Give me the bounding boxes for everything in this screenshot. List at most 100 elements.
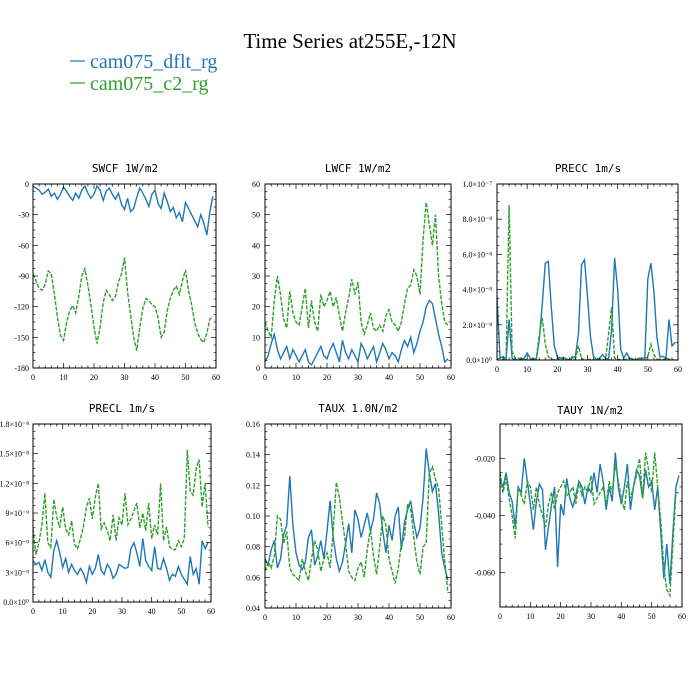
- y-tick-label: 50: [252, 211, 260, 220]
- plot-frame: [496, 183, 679, 361]
- y-tick-label: 6.0×10⁻⁸: [462, 250, 492, 259]
- y-tick-label: -0.060: [474, 569, 495, 578]
- x-tick-label: 40: [385, 373, 393, 382]
- y-tick-label: 0.0×10⁰: [466, 356, 492, 365]
- x-tick-label: 20: [90, 373, 98, 382]
- legend: cam075_dflt_rg cam075_c2_rg: [70, 51, 217, 95]
- panel-3: PRECC 1m/s 0 10 20 30 40 50 60 0.0×10⁰ 2.0×10⁻⁸ 4.…: [462, 162, 682, 374]
- panel-title: PRECL 1m/s: [89, 402, 155, 415]
- x-tick-label: 60: [678, 612, 686, 621]
- series-line-c2: [265, 464, 449, 593]
- x-tick-label: 0: [498, 612, 502, 621]
- x-tick-label: 20: [323, 613, 331, 622]
- x-tick-label: 10: [60, 373, 68, 382]
- series-line-c2: [265, 202, 449, 340]
- x-tick-label: 50: [182, 373, 190, 382]
- y-tick-label: 1.5×10⁻⁸: [0, 450, 29, 459]
- x-tick-label: 30: [584, 365, 592, 374]
- x-tick-label: 20: [323, 373, 331, 382]
- y-tick-label: 3×10⁻⁹: [5, 568, 29, 577]
- x-tick-label: 10: [526, 612, 534, 621]
- y-tick-label: 0.12: [246, 481, 260, 490]
- series-line-dflt: [265, 299, 449, 367]
- y-tick-label: 1.8×10⁻⁸: [0, 420, 29, 429]
- y-tick-label: -180: [14, 364, 29, 373]
- panel-title: TAUY 1N/m2: [557, 404, 623, 417]
- y-tick-label: 0: [256, 364, 260, 373]
- x-tick-label: 0: [495, 365, 499, 374]
- x-tick-label: 0: [31, 373, 35, 382]
- x-tick-label: 30: [587, 612, 595, 621]
- y-tick-label: -120: [14, 303, 29, 312]
- panel-title: PRECC 1m/s: [555, 162, 621, 175]
- y-tick-label: -150: [14, 333, 29, 342]
- y-tick-label: 4.0×10⁻⁸: [462, 286, 492, 295]
- x-tick-label: 60: [674, 365, 682, 374]
- y-tick-label: 0.16: [246, 420, 260, 429]
- y-tick-label: 0.08: [246, 543, 260, 552]
- y-tick-label: 6×10⁻⁹: [5, 539, 29, 548]
- series-line-c2: [500, 452, 679, 599]
- x-tick-label: 40: [151, 373, 159, 382]
- panel-2: LWCF 1W/m2 0 10 20 30 40 50 60 0 10 20 30 40 50 60: [252, 162, 455, 382]
- x-tick-label: 20: [88, 607, 96, 616]
- series-line-dflt: [497, 257, 676, 360]
- x-tick-label: 40: [614, 365, 622, 374]
- y-tick-label: 8.0×10⁻⁸: [462, 215, 492, 224]
- series-line-dflt: [500, 452, 680, 585]
- x-tick-label: 50: [416, 373, 424, 382]
- series-line-c2: [33, 449, 209, 555]
- y-tick-label: 9×10⁻⁹: [5, 509, 29, 518]
- x-tick-label: 20: [553, 365, 561, 374]
- y-tick-label: 0.10: [246, 512, 260, 521]
- x-tick-label: 30: [354, 373, 362, 382]
- y-tick-label: -60: [18, 241, 29, 250]
- x-tick-label: 30: [121, 373, 129, 382]
- y-tick-label: 0.0×10⁰: [3, 598, 29, 607]
- series-line-c2: [33, 257, 214, 351]
- y-tick-label: 60: [252, 180, 260, 189]
- series-line-dflt: [33, 538, 209, 587]
- x-tick-label: 40: [148, 607, 156, 616]
- y-tick-label: 0: [25, 180, 29, 189]
- x-tick-label: 60: [447, 373, 455, 382]
- x-tick-label: 60: [447, 613, 455, 622]
- y-tick-label: 2.0×10⁻⁸: [462, 321, 492, 330]
- x-tick-label: 30: [118, 607, 126, 616]
- x-tick-label: 0: [31, 607, 35, 616]
- panel-title: TAUX 1.0N/m2: [318, 402, 397, 415]
- x-tick-label: 60: [212, 373, 220, 382]
- y-tick-label: 30: [252, 272, 260, 281]
- legend-label-c2: cam075_c2_rg: [90, 73, 209, 95]
- legend-label-dflt: cam075_dflt_rg: [90, 51, 217, 73]
- panel-1: SWCF 1W/m2 0 10 20 30 40 50 60 -180 -150 -120 -90 -6…: [14, 162, 220, 382]
- x-tick-label: 40: [617, 612, 625, 621]
- x-tick-label: 0: [263, 613, 267, 622]
- figure-title: Time Series at255E,-12N: [243, 29, 456, 53]
- x-tick-label: 10: [523, 365, 531, 374]
- x-tick-label: 50: [648, 612, 656, 621]
- y-tick-label: 0.04: [246, 604, 260, 613]
- y-tick-label: 20: [252, 303, 260, 312]
- panel-title: SWCF 1W/m2: [92, 162, 158, 175]
- series-line-dflt: [33, 184, 214, 236]
- y-tick-label: 1.2×10⁻⁸: [0, 479, 29, 488]
- x-tick-label: 30: [354, 613, 362, 622]
- x-tick-label: 10: [292, 613, 300, 622]
- y-tick-label: -90: [18, 272, 29, 281]
- x-tick-label: 20: [557, 612, 565, 621]
- x-tick-label: 50: [416, 613, 424, 622]
- plot-frame: [32, 423, 212, 603]
- y-tick-label: -30: [18, 211, 29, 220]
- y-tick-label: -0.020: [474, 454, 495, 463]
- y-tick-label: 1.0×10⁻⁷: [462, 180, 492, 189]
- series-line-dflt: [265, 448, 449, 581]
- y-tick-label: 0.14: [246, 451, 260, 460]
- y-tick-label: -0.040: [474, 512, 495, 521]
- panels: SWCF 1W/m2 0 10 20 30 40 50 60 -180 -150 -120 -90 -6…: [0, 162, 686, 622]
- x-tick-label: 10: [59, 607, 67, 616]
- y-tick-label: 40: [252, 241, 260, 250]
- x-tick-label: 50: [177, 607, 185, 616]
- x-tick-label: 10: [292, 373, 300, 382]
